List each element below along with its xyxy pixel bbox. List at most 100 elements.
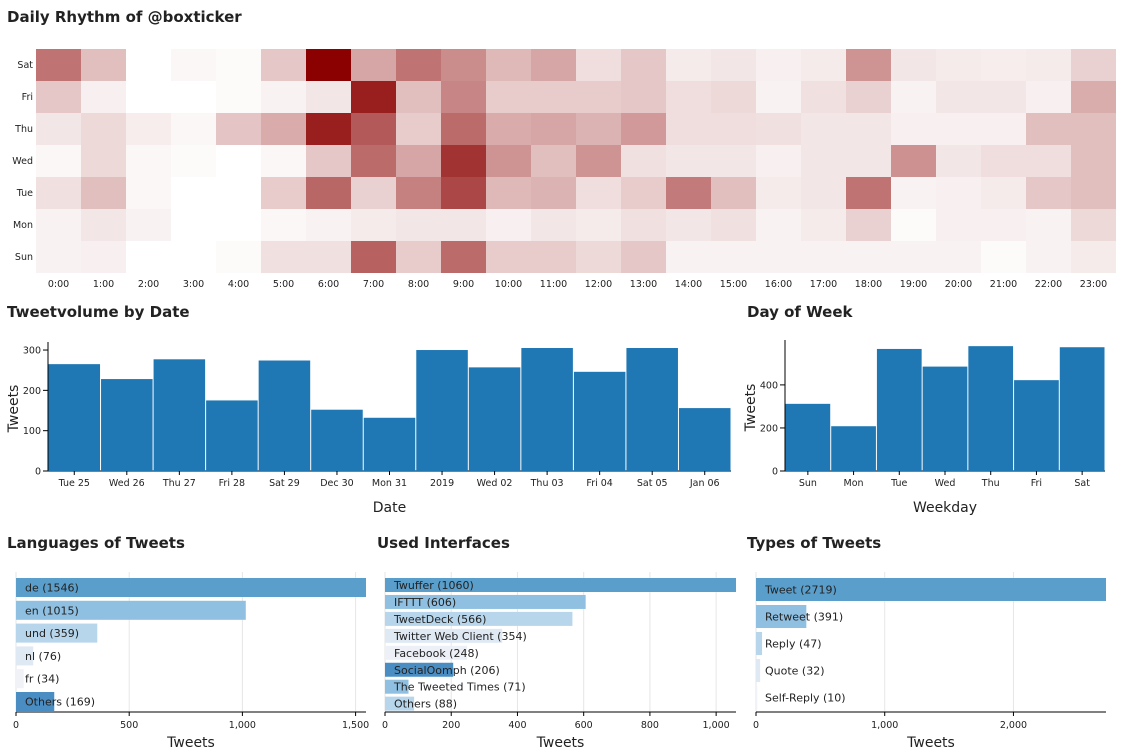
bar-label: und (359) bbox=[25, 627, 79, 640]
x-tick-label: Mon 31 bbox=[372, 478, 407, 489]
heatmap-cell bbox=[441, 177, 486, 209]
heatmap-cell bbox=[396, 177, 441, 209]
heatmap-cell bbox=[261, 81, 306, 113]
y-tick-label: 300 bbox=[23, 346, 41, 357]
x-tick-label: Wed bbox=[935, 478, 956, 489]
heatmap-cell bbox=[36, 177, 81, 209]
heatmap-cell bbox=[756, 209, 801, 241]
heatmap-cell bbox=[486, 241, 531, 273]
types-title: Types of Tweets bbox=[747, 534, 882, 552]
bar bbox=[16, 578, 366, 597]
interfaces-chart: 0 200 400 600 800 1,000 Twuffer (1060) IFTTT (6… bbox=[382, 572, 736, 751]
x-tick-label: 2,000 bbox=[1000, 720, 1027, 731]
x-axis-title: Tweets bbox=[536, 735, 585, 751]
y-tick-label: 100 bbox=[23, 426, 41, 437]
heatmap-cell bbox=[171, 177, 216, 209]
x-tick-label: Wed 26 bbox=[109, 478, 145, 489]
bar bbox=[153, 359, 206, 471]
y-tick-label: 200 bbox=[23, 386, 41, 397]
heatmap-hour-label: 20:00 bbox=[945, 279, 972, 290]
heatmap-hour-label: 9:00 bbox=[453, 279, 474, 290]
heatmap-chart: Sat Fri Thu Wed Tue Mon Sun 0:00 1:00 2:00 3:00 4:0… bbox=[12, 49, 1116, 290]
heatmap-hour-label: 14:00 bbox=[675, 279, 702, 290]
heatmap-cell bbox=[936, 177, 981, 209]
heatmap-cell bbox=[981, 209, 1026, 241]
heatmap-cell bbox=[891, 81, 936, 113]
heatmap-cell bbox=[981, 113, 1026, 145]
heatmap-row-label: Tue bbox=[16, 188, 33, 199]
heatmap-cell bbox=[171, 209, 216, 241]
bar bbox=[385, 578, 736, 592]
heatmap-hour-label: 18:00 bbox=[855, 279, 882, 290]
heatmap-cell bbox=[981, 177, 1026, 209]
heatmap-cell bbox=[666, 241, 711, 273]
bar-label: The Tweeted Times (71) bbox=[393, 681, 526, 694]
heatmap-cell bbox=[261, 113, 306, 145]
heatmap-hour-label: 2:00 bbox=[138, 279, 159, 290]
bar-label: Quote (32) bbox=[765, 665, 825, 678]
heatmap-cell bbox=[666, 81, 711, 113]
heatmap-cell bbox=[396, 81, 441, 113]
heatmap-cell bbox=[306, 49, 351, 81]
bar bbox=[678, 408, 731, 471]
x-tick-label: 200 bbox=[442, 720, 460, 731]
heatmap-cell bbox=[801, 209, 846, 241]
heatmap-cell bbox=[801, 113, 846, 145]
heatmap-cell bbox=[1071, 241, 1116, 273]
heatmap-cell bbox=[306, 81, 351, 113]
heatmap-cell bbox=[891, 209, 936, 241]
bar bbox=[1059, 347, 1105, 471]
heatmap-hour-label: 6:00 bbox=[318, 279, 339, 290]
bar bbox=[385, 594, 586, 609]
heatmap-cell bbox=[891, 241, 936, 273]
heatmap-cell bbox=[936, 81, 981, 113]
heatmap-cell bbox=[261, 177, 306, 209]
heatmap-cell bbox=[1026, 177, 1071, 209]
interfaces-title: Used Interfaces bbox=[377, 534, 510, 552]
bar bbox=[922, 366, 968, 471]
x-tick-label: Sat bbox=[1074, 478, 1090, 489]
heatmap-cell bbox=[621, 241, 666, 273]
x-tick-label: 1,000 bbox=[229, 720, 256, 731]
x-tick-label: Thu bbox=[981, 478, 1000, 489]
heatmap-cell bbox=[666, 177, 711, 209]
bar bbox=[311, 409, 363, 471]
heatmap-cell bbox=[531, 241, 576, 273]
heatmap-cell bbox=[891, 113, 936, 145]
heatmap-cell bbox=[306, 113, 351, 145]
heatmap-cell bbox=[306, 241, 351, 273]
heatmap-cell bbox=[171, 81, 216, 113]
heatmap-cell bbox=[576, 241, 621, 273]
heatmap-cell bbox=[711, 113, 756, 145]
bar bbox=[385, 679, 409, 694]
x-tick-label: Dec 30 bbox=[320, 478, 354, 489]
heatmap-cell bbox=[1071, 209, 1116, 241]
heatmap-cell bbox=[306, 209, 351, 241]
heatmap-cell bbox=[351, 81, 396, 113]
heatmap-cell bbox=[261, 209, 306, 241]
heatmap-cell bbox=[711, 241, 756, 273]
heatmap-cell bbox=[396, 145, 441, 177]
bar bbox=[756, 686, 758, 709]
bar bbox=[416, 350, 468, 471]
heatmap-hour-label: 0:00 bbox=[48, 279, 69, 290]
bar bbox=[363, 417, 416, 471]
bar-label: en (1015) bbox=[25, 604, 79, 617]
heatmap-cell bbox=[621, 81, 666, 113]
heatmap-cell bbox=[441, 49, 486, 81]
heatmap-cell bbox=[396, 209, 441, 241]
x-tick-label: 0 bbox=[13, 720, 19, 731]
heatmap-cell bbox=[351, 241, 396, 273]
heatmap-cell bbox=[576, 49, 621, 81]
heatmap-hour-label: 17:00 bbox=[810, 279, 837, 290]
bar bbox=[48, 364, 101, 471]
heatmap-cell bbox=[216, 177, 261, 209]
bar-label: Self-Reply (10) bbox=[765, 692, 846, 705]
heatmap-cell bbox=[351, 209, 396, 241]
x-tick-label: 1,000 bbox=[703, 720, 730, 731]
x-tick-label: Thu 03 bbox=[530, 478, 564, 489]
heatmap-cell bbox=[756, 49, 801, 81]
bar-label: Tweet (2719) bbox=[764, 584, 837, 597]
bar bbox=[756, 605, 807, 628]
heatmap-cell bbox=[351, 177, 396, 209]
